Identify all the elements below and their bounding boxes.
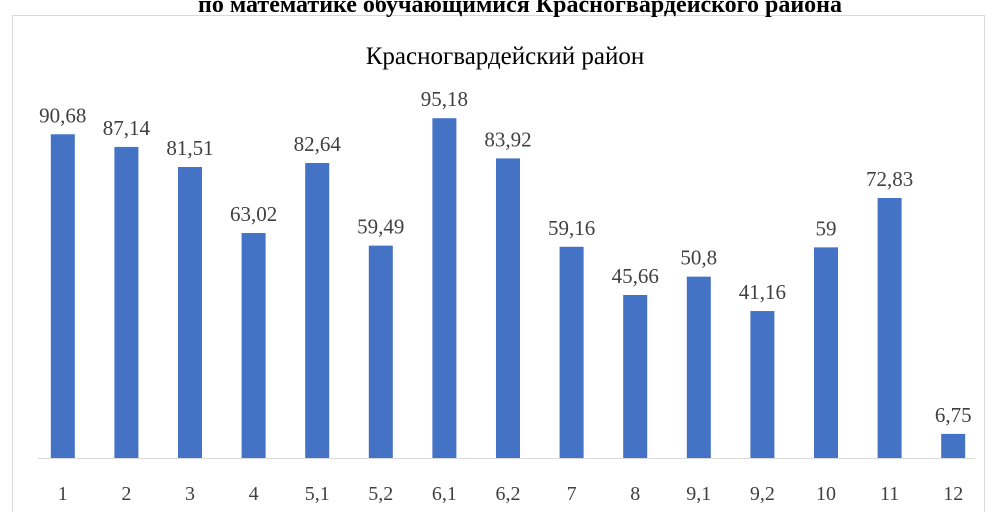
data-label: 72,83 <box>866 167 913 191</box>
data-label: 90,68 <box>39 103 86 127</box>
bar <box>750 311 775 458</box>
x-tick-label: 9,2 <box>750 483 775 505</box>
data-label: 83,92 <box>484 127 531 151</box>
data-label: 87,14 <box>103 116 151 140</box>
bar <box>305 162 330 458</box>
data-label: 41,16 <box>739 280 786 304</box>
bar <box>877 197 902 459</box>
data-label: 82,64 <box>294 132 342 156</box>
bar <box>432 118 457 458</box>
data-label: 6,75 <box>935 403 972 427</box>
bar <box>496 158 520 459</box>
x-tick-label: 7 <box>567 483 577 505</box>
x-tick-label: 12 <box>943 483 963 505</box>
bar <box>623 294 648 458</box>
bar <box>814 247 838 458</box>
bar <box>178 167 202 459</box>
x-tick-label: 4 <box>249 483 259 505</box>
x-tick-label: 3 <box>185 483 195 505</box>
bar <box>114 146 139 458</box>
bar <box>368 245 393 458</box>
bar <box>241 233 266 458</box>
data-label: 81,51 <box>166 136 213 160</box>
bar <box>559 246 584 458</box>
bar <box>941 433 966 458</box>
x-tick-label: 11 <box>880 483 899 505</box>
x-tick-label: 1 <box>58 483 68 505</box>
x-tick-label: 6,1 <box>432 483 457 505</box>
chart-title: Красногвардейский район <box>366 43 645 70</box>
x-tick-label: 2 <box>121 483 131 505</box>
bar <box>686 276 711 458</box>
data-label: 50,8 <box>680 246 717 270</box>
data-label: 59 <box>816 216 837 240</box>
data-label: 63,02 <box>230 202 277 226</box>
x-tick-label: 9,1 <box>686 483 711 505</box>
x-tick-label: 6,2 <box>496 483 521 505</box>
page-heading: по математике обучающимися Красногвардей… <box>198 0 842 18</box>
x-tick-label: 5,1 <box>305 483 330 505</box>
data-label: 95,18 <box>421 87 468 111</box>
data-label: 59,49 <box>357 215 404 239</box>
data-label: 59,16 <box>548 216 595 240</box>
data-label: 45,66 <box>612 264 659 288</box>
x-tick-label: 5,2 <box>368 483 393 505</box>
x-tick-label: 8 <box>630 483 640 505</box>
bar <box>50 134 75 458</box>
x-tick-label: 10 <box>816 483 836 505</box>
